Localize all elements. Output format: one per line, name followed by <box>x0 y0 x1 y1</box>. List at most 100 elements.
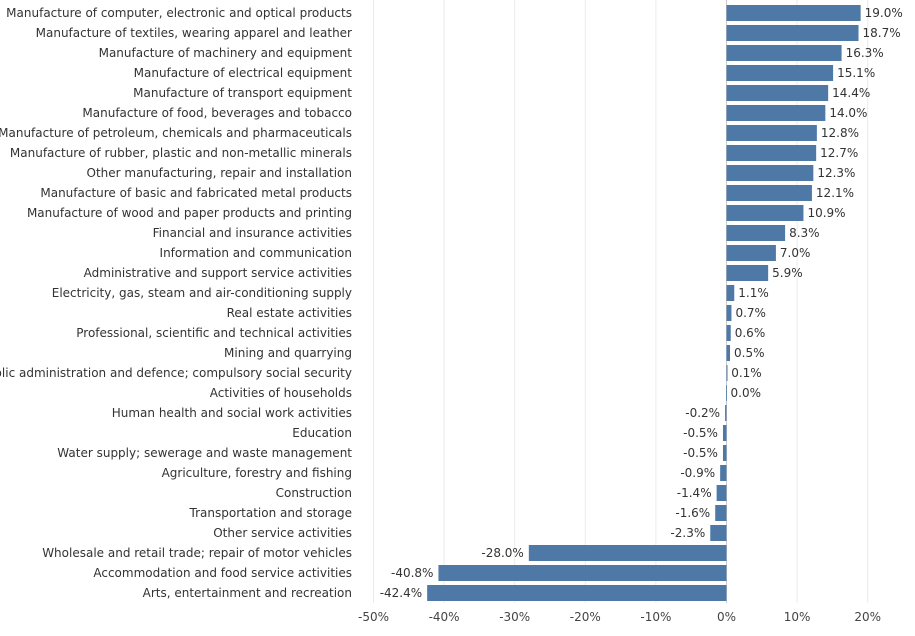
bar[interactable] <box>726 65 834 81</box>
category-labels: Manufacture of computer, electronic and … <box>0 6 352 600</box>
bar[interactable] <box>726 105 826 121</box>
bar[interactable] <box>726 165 814 181</box>
x-tick-label: -10% <box>640 610 671 624</box>
x-tick-label: 20% <box>854 610 881 624</box>
value-label: -0.2% <box>685 406 720 420</box>
category-label: Financial and insurance activities <box>153 226 352 240</box>
category-label: Human health and social work activities <box>112 406 352 420</box>
value-labels: 19.0% 18.7% 16.3% 15.1% 14.4% 14.0% 12.8% 12.7%… <box>380 6 903 600</box>
value-label: 0.6% <box>735 326 766 340</box>
bar[interactable] <box>528 545 727 561</box>
value-label: -1.6% <box>675 506 710 520</box>
bar[interactable] <box>720 465 727 481</box>
value-label: 10.9% <box>807 206 845 220</box>
x-axis-ticks: -50% -40% -30% -20% -10% 0% 10% 20% <box>358 610 881 624</box>
bar[interactable] <box>726 185 812 201</box>
value-label: 18.7% <box>863 26 901 40</box>
bar[interactable] <box>726 305 732 321</box>
value-label: -0.9% <box>680 466 715 480</box>
category-label: Education <box>292 426 352 440</box>
category-label: Real estate activities <box>227 306 352 320</box>
category-label: Water supply; sewerage and waste managem… <box>57 446 352 460</box>
value-label: 19.0% <box>865 6 903 20</box>
bar[interactable] <box>722 445 727 461</box>
category-label: Manufacture of transport equipment <box>133 86 352 100</box>
bar[interactable] <box>716 485 727 501</box>
value-label: -42.4% <box>380 586 422 600</box>
category-label: Information and communication <box>160 246 352 260</box>
bar[interactable] <box>726 205 804 221</box>
value-label: 5.9% <box>772 266 803 280</box>
x-tick-label: -50% <box>358 610 389 624</box>
value-label: 12.7% <box>820 146 858 160</box>
value-label: -28.0% <box>481 546 523 560</box>
value-label: 12.1% <box>816 186 854 200</box>
bars <box>427 5 861 601</box>
category-label: Transportation and storage <box>189 506 352 520</box>
bar[interactable] <box>427 585 727 601</box>
bar[interactable] <box>726 225 786 241</box>
bar[interactable] <box>726 285 735 301</box>
category-label: Accommodation and food service activitie… <box>93 566 352 580</box>
category-label: Administrative and support service activ… <box>84 266 352 280</box>
bar[interactable] <box>726 125 817 141</box>
category-label: Other manufacturing, repair and installa… <box>87 166 353 180</box>
category-label: Activities of households <box>210 386 352 400</box>
value-label: 16.3% <box>846 46 884 60</box>
value-label: 8.3% <box>789 226 820 240</box>
bar[interactable] <box>715 505 727 521</box>
bar[interactable] <box>726 325 731 341</box>
value-label: 0.7% <box>735 306 766 320</box>
x-tick-label: 10% <box>784 610 811 624</box>
category-label: Electricity, gas, steam and air-conditio… <box>52 286 352 300</box>
bar[interactable] <box>726 245 776 261</box>
value-label: 0.5% <box>734 346 765 360</box>
value-label: -1.4% <box>677 486 712 500</box>
category-label: Manufacture of petroleum, chemicals and … <box>0 126 352 140</box>
category-label: Manufacture of wood and paper products a… <box>27 206 352 220</box>
bar[interactable] <box>438 565 727 581</box>
category-label: Mining and quarrying <box>224 346 352 360</box>
category-label: Public administration and defence; compu… <box>0 366 352 380</box>
bar[interactable] <box>726 345 731 361</box>
value-label: 12.3% <box>817 166 855 180</box>
value-label: -40.8% <box>391 566 433 580</box>
category-label: Manufacture of food, beverages and tobac… <box>82 106 352 120</box>
category-label: Construction <box>276 486 352 500</box>
bar[interactable] <box>726 45 842 61</box>
category-label: Professional, scientific and technical a… <box>76 326 352 340</box>
bar[interactable] <box>726 365 728 381</box>
category-label: Agriculture, forestry and fishing <box>162 466 352 480</box>
bar[interactable] <box>726 85 829 101</box>
bar[interactable] <box>722 425 727 441</box>
value-label: 15.1% <box>837 66 875 80</box>
value-label: 0.0% <box>731 386 762 400</box>
value-label: -0.5% <box>683 446 718 460</box>
bar[interactable] <box>726 145 817 161</box>
bar[interactable] <box>726 5 861 21</box>
bar[interactable] <box>726 25 859 41</box>
value-label: 14.0% <box>829 106 867 120</box>
x-tick-label: 0% <box>717 610 736 624</box>
value-label: 14.4% <box>832 86 870 100</box>
category-label: Manufacture of machinery and equipment <box>99 46 353 60</box>
value-label: 0.1% <box>731 366 762 380</box>
category-label: Arts, entertainment and recreation <box>143 586 352 600</box>
category-label: Manufacture of electrical equipment <box>134 66 353 80</box>
category-label: Manufacture of textiles, wearing apparel… <box>36 26 352 40</box>
value-label: 12.8% <box>821 126 859 140</box>
value-label: 1.1% <box>738 286 769 300</box>
category-label: Other service activities <box>213 526 352 540</box>
category-label: Manufacture of computer, electronic and … <box>6 6 352 20</box>
x-tick-label: -20% <box>570 610 601 624</box>
bar[interactable] <box>726 385 727 401</box>
x-tick-label: -30% <box>499 610 530 624</box>
bar[interactable] <box>710 525 727 541</box>
bar[interactable] <box>725 405 727 421</box>
bar[interactable] <box>726 265 769 281</box>
value-label: -0.5% <box>683 426 718 440</box>
category-label: Manufacture of basic and fabricated meta… <box>40 186 352 200</box>
x-tick-label: -40% <box>429 610 460 624</box>
category-label: Wholesale and retail trade; repair of mo… <box>42 546 352 560</box>
